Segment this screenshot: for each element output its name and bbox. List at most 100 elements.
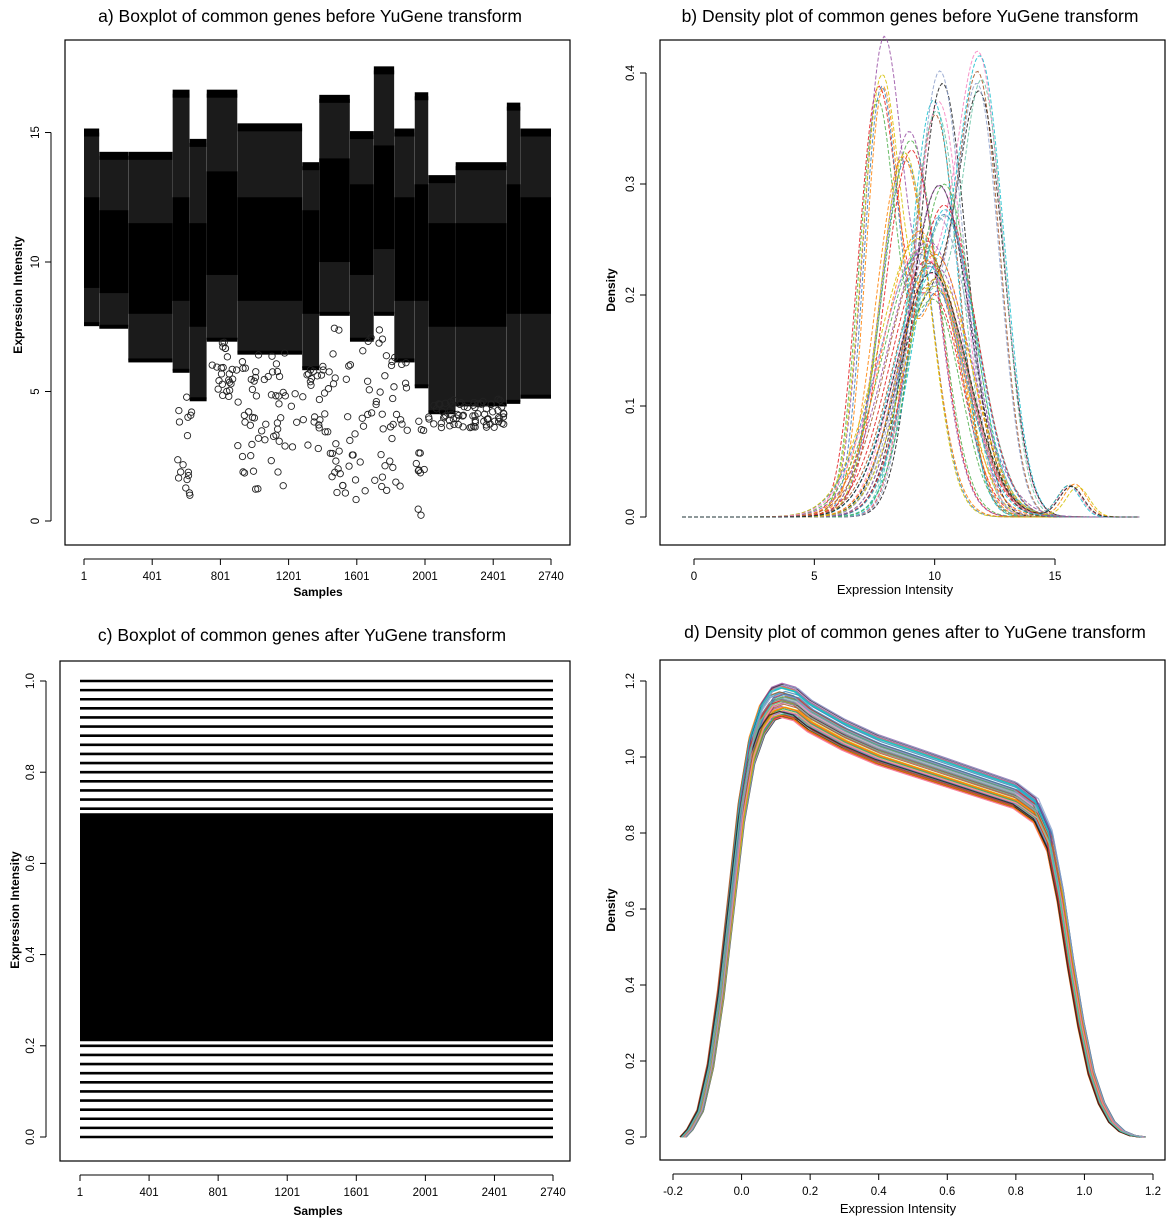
outlier-point xyxy=(446,398,455,406)
boxplot-lower-cap xyxy=(414,384,429,389)
outlier-point xyxy=(367,409,376,417)
outlier-point xyxy=(342,375,350,383)
boxplot-upper-cap xyxy=(206,89,238,98)
panel-a-xlabel: Samples xyxy=(293,585,343,599)
outlier-point xyxy=(314,444,322,453)
boxplot-lower-cap xyxy=(349,337,374,342)
boxplot-lower-cap xyxy=(520,394,551,399)
density-curve xyxy=(682,208,1140,518)
outlier-point xyxy=(450,420,458,429)
outlier-point xyxy=(328,473,336,481)
boxplot-box-band xyxy=(394,197,415,301)
outlier-point xyxy=(217,370,226,378)
boxplot-box-band xyxy=(414,184,429,301)
panel-a-axes: 1 401 801 1201 1601 2001 2401 2740 0 5 10 15 xyxy=(30,126,564,583)
outlier-point xyxy=(378,482,386,491)
outlier-point xyxy=(329,350,337,358)
outlier-point xyxy=(179,461,187,469)
outlier-point xyxy=(386,423,395,431)
boxplot-upper-cap xyxy=(520,128,551,137)
boxplot-lower-cap xyxy=(373,311,395,316)
outlier-point xyxy=(175,406,183,415)
panel-d-xlabel: Expression Intensity xyxy=(840,1201,957,1216)
outlier-point xyxy=(238,358,247,366)
outlier-point xyxy=(437,423,446,432)
panel-c-y-tick-label: 1.0 xyxy=(25,673,37,689)
outlier-point xyxy=(324,385,333,393)
panel-c-y-tick-label: 0.8 xyxy=(25,764,37,780)
outlier-point xyxy=(332,457,340,465)
outlier-point xyxy=(258,427,266,435)
panel-c-x-tick-label: 2001 xyxy=(413,1187,439,1199)
panel-a-x-tick-label: 1201 xyxy=(276,571,302,583)
outlier-point xyxy=(378,335,387,343)
density-curve xyxy=(682,70,1140,518)
outlier-point xyxy=(455,411,463,420)
density-curve xyxy=(682,204,1140,518)
outlier-point xyxy=(452,414,461,422)
outlier-point xyxy=(378,473,387,481)
panel-c-xlabel: Samples xyxy=(293,1204,343,1218)
outlier-point xyxy=(484,415,492,423)
outlier-point xyxy=(306,378,315,386)
panel-b-y-tick-label: 0.0 xyxy=(625,509,637,525)
outlier-point xyxy=(239,468,247,476)
outlier-point xyxy=(330,324,339,332)
outlier-point xyxy=(419,426,428,435)
outlier-point xyxy=(459,412,467,420)
outlier-point xyxy=(241,364,250,372)
panel-b-axes: 0 5 10 15 0.0 0.1 0.2 0.3 0.4 xyxy=(625,64,1061,583)
outlier-point xyxy=(177,468,185,476)
density-curve xyxy=(682,250,1140,518)
panel-b-y-tick-label: 0.4 xyxy=(625,64,637,81)
outlier-point xyxy=(388,357,396,366)
panel-b-x-tick-label: 5 xyxy=(811,571,817,583)
outlier-point xyxy=(467,423,476,431)
outlier-point xyxy=(375,339,383,347)
panel-a-x-tick-label: 2401 xyxy=(480,571,506,583)
outlier-point xyxy=(469,412,477,420)
outlier-point xyxy=(403,426,411,434)
outlier-point xyxy=(319,362,327,371)
outlier-point xyxy=(430,420,438,428)
boxplot-box-band xyxy=(172,197,190,301)
outlier-point xyxy=(184,471,193,480)
outlier-point xyxy=(412,459,420,468)
panel-c-x-tick-label: 2401 xyxy=(482,1187,508,1199)
panel-b-y-tick-label: 0.2 xyxy=(625,287,637,303)
panel-a-x-tick-label: 2001 xyxy=(412,571,438,583)
panel-c-title: c) Boxplot of common genes after YuGene … xyxy=(98,625,506,645)
panel-c-x-tick-label: 1 xyxy=(77,1187,83,1199)
panel-c-marks xyxy=(80,679,553,1139)
outlier-point xyxy=(220,338,228,346)
outlier-point xyxy=(277,414,285,422)
panel-b-y-tick-label: 0.3 xyxy=(625,176,637,192)
outlier-point xyxy=(182,484,190,492)
outlier-point xyxy=(389,394,397,403)
boxplot-upper-cap xyxy=(237,123,303,132)
outlier-point xyxy=(446,422,454,430)
panel-a-x-tick-label: 1601 xyxy=(344,571,370,583)
outlier-point xyxy=(396,416,405,424)
outlier-point xyxy=(420,465,428,474)
boxplot-upper-cap xyxy=(455,162,507,171)
outlier-point xyxy=(389,463,397,472)
boxplot-upper-cap xyxy=(189,138,207,147)
panel-d-y-tick-label: 1.0 xyxy=(625,749,637,765)
outlier-point xyxy=(361,487,369,495)
outlier-point xyxy=(498,403,506,411)
panel-b-ylabel: Density xyxy=(604,268,618,312)
panel-d-x-tick-label: 0.2 xyxy=(802,1186,818,1198)
panel-b-marks xyxy=(682,35,1140,518)
density-curve xyxy=(685,715,1146,1138)
panel-a: a) Boxplot of common genes before YuGene… xyxy=(11,6,571,599)
density-curve xyxy=(682,277,1140,518)
outlier-point xyxy=(474,400,482,408)
outlier-point xyxy=(247,375,255,384)
outlier-point xyxy=(463,403,472,412)
boxplot-lower-cap xyxy=(428,410,456,415)
density-curve xyxy=(682,159,1140,518)
outlier-point xyxy=(262,420,270,428)
outlier-point xyxy=(186,491,194,499)
